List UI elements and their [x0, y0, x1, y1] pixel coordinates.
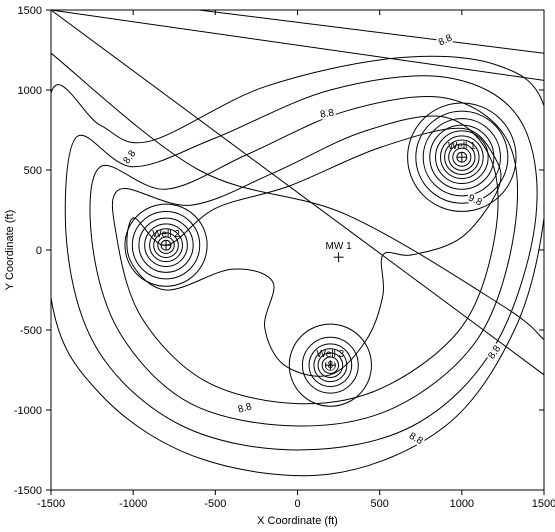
x-tick-label: 1000: [450, 498, 474, 510]
x-tick-label: -1000: [119, 498, 147, 510]
well-label: MW 1: [326, 241, 353, 252]
x-tick-label: 0: [294, 498, 300, 510]
y-tick-label: 500: [24, 165, 42, 177]
y-tick-label: 1000: [18, 85, 42, 97]
y-tick-label: -1500: [14, 485, 42, 497]
well-label: Well 1: [448, 141, 476, 152]
x-tick-label: -1500: [37, 498, 65, 510]
well-label: Well 3: [317, 349, 345, 360]
x-tick-label: 1500: [532, 498, 555, 510]
plot-svg: 8.88.88.88.88.88.89.89.88.88.88.88.88.88…: [0, 0, 555, 532]
y-tick-label: 0: [36, 245, 42, 257]
contour-plot: 8.88.88.88.88.88.89.89.88.88.88.88.88.88…: [0, 0, 555, 532]
y-axis-label: Y Coordinate (ft): [4, 210, 16, 291]
y-tick-label: -500: [20, 325, 42, 337]
y-tick-label: -1000: [14, 405, 42, 417]
x-axis-label: X Coordinate (ft): [257, 515, 338, 527]
y-tick-label: 1500: [18, 5, 42, 17]
well-label: Well 2: [152, 229, 180, 240]
x-tick-label: 500: [370, 498, 388, 510]
x-tick-label: -500: [204, 498, 226, 510]
